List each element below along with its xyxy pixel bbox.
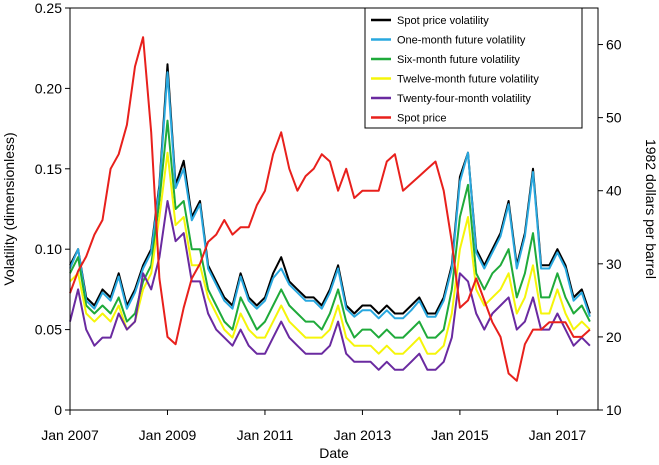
y2-tick-label: 60 — [606, 37, 622, 53]
legend-label: Twenty-four-month volatility — [397, 93, 531, 105]
y2-tick-label: 40 — [606, 183, 622, 199]
y2-axis-label: 1982 dollars per barrel — [643, 139, 659, 279]
legend-label: Spot price volatility — [397, 15, 489, 27]
legend-label: Six-month future volatility — [397, 54, 520, 66]
y2-tick-label: 10 — [606, 402, 622, 418]
legend: Spot price volatility One-month future vo… — [364, 7, 583, 129]
legend-label: One-month future volatility — [397, 35, 526, 47]
y-tick-label: 0.10 — [35, 241, 62, 257]
x-tick-label: Jan 2017 — [529, 427, 587, 443]
y-tick-label: 0.25 — [35, 0, 62, 16]
x-tick-label: Jan 2007 — [41, 427, 99, 443]
x-tick-label: Jan 2011 — [237, 427, 294, 443]
y-tick-label: 0.05 — [35, 322, 62, 338]
x-tick-label: Jan 2009 — [139, 427, 197, 443]
y-tick-label: 0.15 — [35, 161, 62, 177]
x-tick-label: Jan 2013 — [334, 427, 392, 443]
series-line — [69, 71, 591, 320]
y-tick-label: 0.20 — [35, 80, 62, 96]
series-line — [69, 151, 591, 355]
legend-label: Spot price — [397, 113, 447, 125]
y2-tick-label: 20 — [606, 329, 622, 345]
y-tick-label: 0 — [54, 402, 62, 418]
legend-box — [364, 7, 583, 129]
series-line — [69, 36, 591, 382]
x-axis-label: Date — [319, 445, 349, 461]
legend-label: Twelve-month future volatility — [397, 74, 539, 86]
series-line — [69, 200, 591, 371]
y2-tick-label: 50 — [606, 110, 622, 126]
y-axis-label: Volatility (dimensionless) — [1, 132, 17, 285]
plot-frame — [69, 7, 599, 411]
x-tick-label: Jan 2015 — [431, 427, 489, 443]
y2-tick-label: 30 — [606, 256, 622, 272]
